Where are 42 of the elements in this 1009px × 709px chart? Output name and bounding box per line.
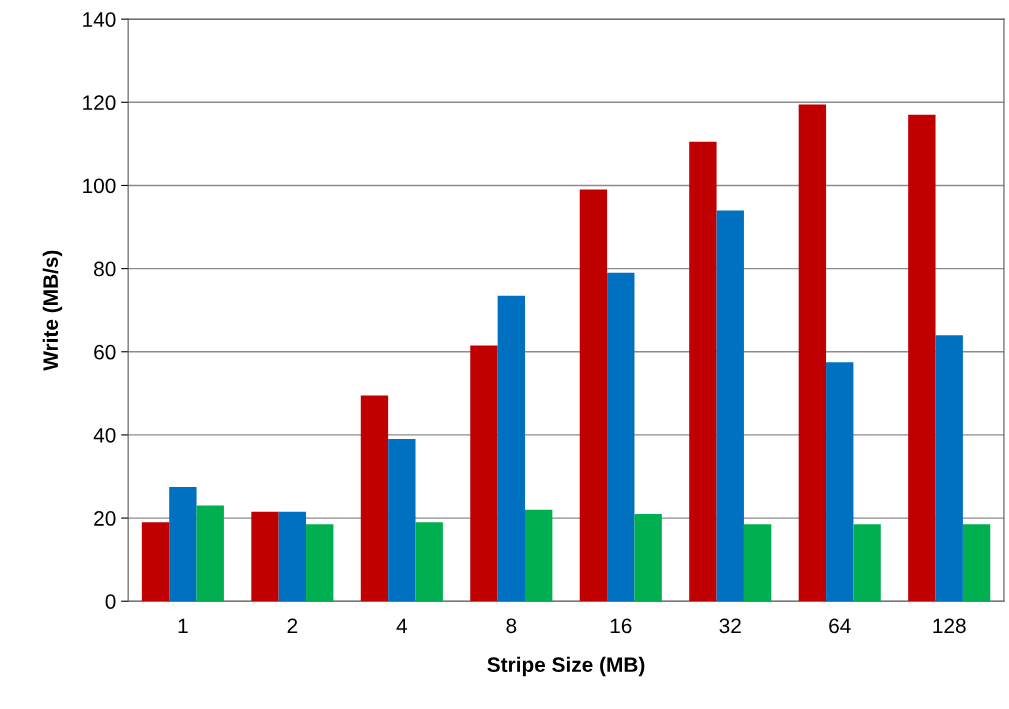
bar	[141, 522, 170, 602]
bar	[196, 505, 224, 602]
bar	[689, 141, 717, 602]
x-tick-label: 32	[719, 618, 741, 634]
y-tick-label: 100	[83, 178, 116, 194]
bar	[169, 486, 197, 602]
x-tick-label: 128	[933, 618, 966, 634]
bar	[278, 511, 307, 602]
y-tick-label: 0	[105, 594, 116, 609]
bar	[579, 189, 608, 602]
bar	[798, 104, 827, 602]
bar	[853, 524, 881, 602]
bar	[497, 295, 525, 602]
x-tick-label: 2	[287, 618, 298, 633]
bar	[826, 362, 854, 602]
bar	[634, 513, 662, 602]
bar	[251, 511, 279, 602]
x-tick-label: 64	[829, 618, 851, 634]
bar	[388, 439, 416, 602]
bar	[935, 335, 963, 602]
bar	[415, 522, 443, 602]
y-axis-title: Write (MB/s)	[42, 250, 63, 371]
bar	[716, 210, 744, 602]
bar	[607, 272, 635, 602]
x-tick-label: 16	[610, 618, 632, 634]
bar	[525, 509, 553, 602]
bar	[908, 114, 936, 602]
x-tick-label: 1	[178, 618, 188, 633]
y-tick-label: 40	[93, 427, 116, 443]
bar	[306, 524, 334, 602]
x-tick-label: 8	[506, 618, 517, 634]
bar	[360, 395, 389, 602]
y-tick-label: 80	[94, 261, 116, 277]
bar	[470, 345, 498, 602]
y-tick-label: 60	[94, 344, 116, 360]
y-tick-label: 20	[94, 511, 116, 526]
x-axis-title: Stripe Size (MB)	[487, 656, 645, 677]
bar	[743, 524, 772, 602]
y-tick-label: 140	[83, 12, 116, 27]
x-tick-label: 4	[396, 618, 408, 633]
y-tick-label: 120	[83, 95, 116, 111]
bar	[962, 524, 991, 602]
